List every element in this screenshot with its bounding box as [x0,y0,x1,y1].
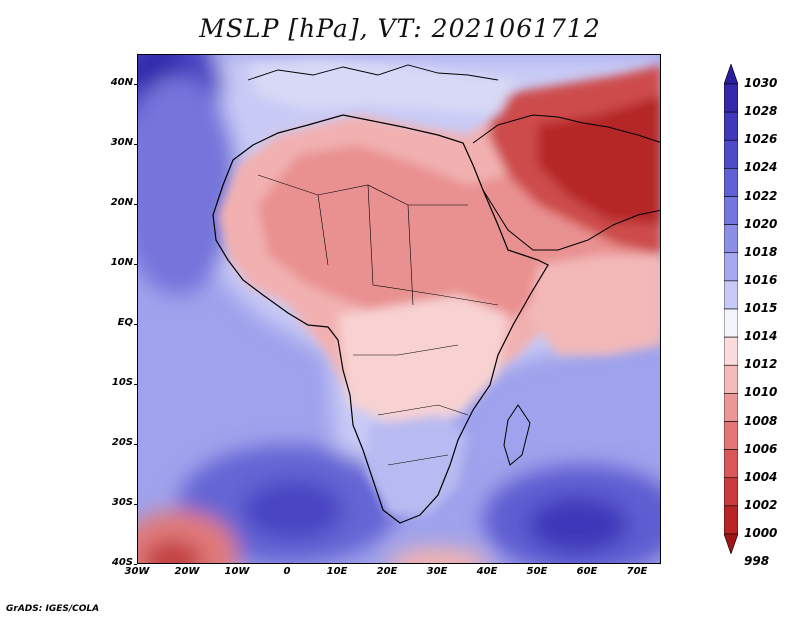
colorbar-label-1002: 1002 [744,497,778,512]
colorbar-label-1024: 1024 [744,160,778,175]
lon-label-10w: 10W [224,566,250,577]
colorbar-label-998: 998 [744,554,770,569]
lat-label-10n: 10N [110,257,133,268]
grads-credit: GrADS: IGES/COLA [6,604,100,614]
africa-coastline [212,114,549,524]
lat-label-30s: 30S [111,497,133,508]
lat-label-eq: EQ [117,317,133,328]
lon-label-50e: 50E [526,566,548,577]
lon-label-70e: 70E [626,566,648,577]
colorbar-label-1016: 1016 [744,272,778,287]
colorbar-segment [724,139,738,169]
lat-tick [134,384,137,385]
lat-tick [134,444,137,445]
colorbar-label-1022: 1022 [744,188,778,203]
lat-label-30n: 30N [110,137,133,148]
colorbar-label-1010: 1010 [744,385,778,400]
country-borders [257,174,499,466]
map-title: MSLP [hPa], VT: 2021061712 [199,14,601,43]
colorbar-top-arrow [724,64,738,85]
lat-tick [134,564,137,565]
lon-label-20e: 20E [376,566,398,577]
colorbar-label-1012: 1012 [744,357,778,372]
colorbar-segment [724,196,738,225]
lon-label-0: 0 [283,566,291,577]
colorbar-segment [724,168,738,197]
lon-label-40e: 40E [476,566,498,577]
colorbar-segment [724,224,738,254]
lon-label-20w: 20W [174,566,200,577]
middle-east-coastline [472,114,660,144]
colorbar-segment [724,83,738,113]
colorbar-segment [724,111,738,141]
lat-tick [134,144,137,145]
colorbar-label-1026: 1026 [744,132,778,147]
colorbar-segment [724,449,738,479]
colorbar-label-1008: 1008 [744,413,778,428]
lon-label-10e: 10E [326,566,348,577]
colorbar-label-1018: 1018 [744,244,778,259]
colorbar-segment [724,308,738,338]
lat-tick [134,324,137,325]
lat-label-20n: 20N [110,197,133,208]
madagascar-coastline [503,404,531,466]
colorbar-segment [724,252,738,282]
colorbar-label-1015: 1015 [744,301,778,315]
colorbar-bottom-arrow [724,533,738,554]
colorbar-label-1028: 1028 [744,104,778,119]
colorbar [724,64,738,554]
lon-label-30e: 30E [426,566,448,577]
colorbar-label-1030: 1030 [744,76,778,90]
colorbar-segment [724,280,738,310]
europe-coastline [247,64,499,81]
lat-label-20s: 20S [111,437,133,448]
pressure-map [137,54,661,564]
pressure-field-svg [138,55,660,563]
colorbar-label-1000: 1000 [744,526,778,540]
lon-label-30w: 30W [124,566,150,577]
colorbar-label-1020: 1020 [744,216,778,231]
lat-label-10s: 10S [111,377,133,388]
lat-label-40s: 40S [111,557,133,568]
colorbar-label-1004: 1004 [744,469,778,484]
colorbar-label-1006: 1006 [744,441,778,456]
arabia-coastline [482,189,660,251]
colorbar-segment [724,477,738,507]
lat-tick [134,504,137,505]
lat-tick [134,264,137,265]
colorbar-segment [724,421,738,450]
lon-label-60e: 60E [576,566,598,577]
colorbar-label-1014: 1014 [744,329,778,344]
lat-tick [134,204,137,205]
colorbar-segment [724,505,738,535]
colorbar-segment [724,393,738,422]
lat-label-40n: 40N [110,77,133,88]
colorbar-segment [724,336,738,366]
colorbar-segment [724,364,738,394]
lat-tick [134,84,137,85]
